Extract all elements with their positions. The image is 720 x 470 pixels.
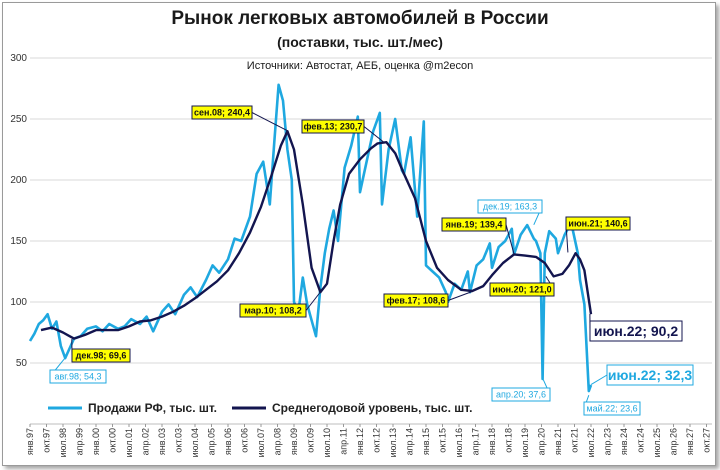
annotation-box xyxy=(239,303,307,318)
x-tick-label: янв.27 xyxy=(685,428,695,455)
x-tick-label: окт.24 xyxy=(636,428,646,453)
y-tick-label: 300 xyxy=(10,53,27,64)
annotation-label: июн.20; 121,0 xyxy=(492,285,551,295)
x-tick-label: янв.24 xyxy=(619,428,629,455)
x-tick-label: янв.00 xyxy=(91,428,101,455)
annual-average-line xyxy=(40,129,593,340)
annotation-box xyxy=(441,217,507,232)
y-tick-label: 200 xyxy=(10,175,27,186)
annotation-label: фев.13; 230,7 xyxy=(304,122,363,132)
x-tick-label: июл.10 xyxy=(322,428,332,457)
x-tick-label: апр.02 xyxy=(141,428,151,455)
y-tick-label: 250 xyxy=(10,114,27,125)
annotation-box xyxy=(383,293,449,308)
x-tick-label: июл.25 xyxy=(652,428,662,457)
annotation-label: июн.22; 90,2 xyxy=(594,323,678,339)
annotation-box xyxy=(583,401,641,416)
y-tick-label: 100 xyxy=(10,297,27,308)
legend-label-average: Среднегодовой уровень, тыс. шт. xyxy=(272,401,472,415)
annotation-label: сен.08; 240,4 xyxy=(194,108,250,118)
x-tick-label: апр.11 xyxy=(339,428,349,455)
x-tick-label: окт.06 xyxy=(240,428,250,453)
x-tick-label: апр.26 xyxy=(669,428,679,455)
annotation-box xyxy=(301,119,365,134)
annotation-leader xyxy=(305,291,321,311)
annotation-box xyxy=(191,105,253,120)
chart-source: Источники: Автостат, АЕБ, оценка @m2econ xyxy=(246,60,474,72)
annotation-leader xyxy=(447,291,473,301)
legend-label-sales: Продажи РФ, тыс. шт. xyxy=(88,401,217,415)
annotation-label: апр.20; 37,6 xyxy=(496,390,546,400)
x-tick-label: апр.23 xyxy=(603,428,613,455)
annotation-box xyxy=(606,364,694,386)
annotation-box xyxy=(71,348,131,363)
annotation-box xyxy=(565,216,631,231)
x-tick-label: янв.12 xyxy=(355,428,365,455)
x-tick-label: окт.18 xyxy=(504,428,514,453)
annotation-label: июн.22; 32,3 xyxy=(608,367,692,383)
x-tick-label: окт.27 xyxy=(702,428,712,453)
x-tick-label: окт.12 xyxy=(372,428,382,453)
annotation-label: дек.19; 163,3 xyxy=(483,202,537,212)
annotation-leader xyxy=(251,112,288,132)
x-tick-label: июл.04 xyxy=(190,428,200,457)
x-tick-label: июл.98 xyxy=(58,428,68,457)
annotation-leader xyxy=(363,126,385,143)
x-tick-label: июл.22 xyxy=(586,428,596,457)
annotation-leader xyxy=(590,374,608,386)
chart-title: Рынок легковых автомобилей в России xyxy=(171,8,549,29)
x-tick-label: янв.97 xyxy=(25,428,35,455)
x-tick-label: окт.97 xyxy=(42,428,52,453)
x-tick-label: июл.01 xyxy=(124,428,134,457)
annotation-label: фев.17; 108,6 xyxy=(387,296,446,306)
x-tick-label: апр.08 xyxy=(273,428,283,455)
y-tick-label: 150 xyxy=(10,236,27,247)
x-tick-label: окт.21 xyxy=(570,428,580,453)
x-tick-label: апр.05 xyxy=(207,428,217,455)
x-tick-label: окт.00 xyxy=(108,428,118,453)
annotation-leader xyxy=(505,224,515,255)
annotation-label: мар.10; 108,2 xyxy=(244,306,302,316)
x-tick-label: янв.15 xyxy=(421,428,431,455)
y-tick-label: 50 xyxy=(16,358,28,369)
annotation-label: авг.98; 54,3 xyxy=(55,372,102,382)
annotation-box xyxy=(489,282,555,297)
chart-subtitle: (поставки, тыс. шт./мес) xyxy=(277,34,443,50)
annotation-label: июн.21; 140,6 xyxy=(568,219,627,229)
x-tick-label: окт.15 xyxy=(438,428,448,453)
chart-frame xyxy=(2,2,716,466)
x-tick-label: янв.03 xyxy=(157,428,167,455)
annotation-box xyxy=(49,369,107,384)
x-tick-label: июл.16 xyxy=(454,428,464,457)
x-tick-label: янв.06 xyxy=(223,428,233,455)
annotation-label: янв.19; 139,4 xyxy=(446,220,503,230)
annotation-label: дек.98; 69,6 xyxy=(76,351,127,361)
x-tick-label: июл.13 xyxy=(388,428,398,457)
x-tick-label: янв.09 xyxy=(289,428,299,455)
x-tick-label: янв.21 xyxy=(553,428,563,455)
x-tick-label: апр.14 xyxy=(405,428,415,455)
annotation-label: май.22; 23,6 xyxy=(586,404,637,414)
annotation-box xyxy=(477,199,543,214)
x-tick-label: апр.99 xyxy=(75,428,85,455)
x-tick-label: окт.09 xyxy=(306,428,316,453)
x-tick-label: окт.03 xyxy=(174,428,184,453)
x-tick-label: апр.20 xyxy=(537,428,547,455)
annotation-box xyxy=(589,320,683,342)
x-tick-label: апр.17 xyxy=(471,428,481,455)
annotation-box xyxy=(491,387,551,402)
x-tick-label: июл.07 xyxy=(256,428,266,457)
x-tick-label: июл.19 xyxy=(520,428,530,457)
x-tick-label: янв.18 xyxy=(487,428,497,455)
